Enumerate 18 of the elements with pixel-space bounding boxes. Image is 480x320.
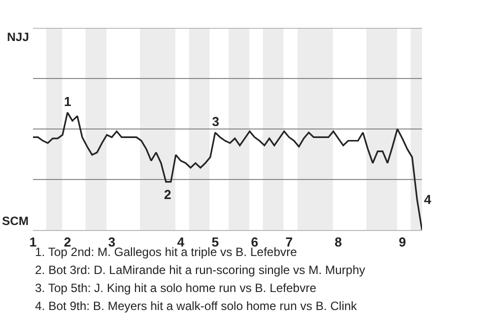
text: SCM: [2, 214, 29, 228]
x-tick-label: 1: [29, 234, 37, 250]
x-tick-label: 9: [398, 234, 406, 250]
text: NJJ: [7, 30, 30, 44]
x-tick-label: 2: [64, 234, 72, 250]
x-tick-label: 7: [285, 234, 293, 250]
x-tick-label: 4: [177, 234, 186, 250]
text: 4: [424, 192, 432, 207]
text: 4. Bot 9th: B. Meyers hit a walk-off solo home run vs B. Clink: [35, 299, 358, 313]
x-tick-label: 8: [334, 234, 342, 250]
annotation: 1: [64, 94, 72, 109]
x-tick-label: 5: [212, 234, 219, 250]
text: 3. Top 5th: J. King hit a solo home run vs B. Lefebvre: [35, 281, 317, 295]
annotation: 3: [212, 114, 220, 129]
x-tick-label: 3: [108, 234, 116, 250]
x-tick-label: 6: [250, 234, 258, 250]
text: 2. Bot 3rd: D. LaMirande hit a run-scoring single vs M. Murphy: [35, 263, 366, 277]
annotation: 2: [164, 187, 172, 202]
